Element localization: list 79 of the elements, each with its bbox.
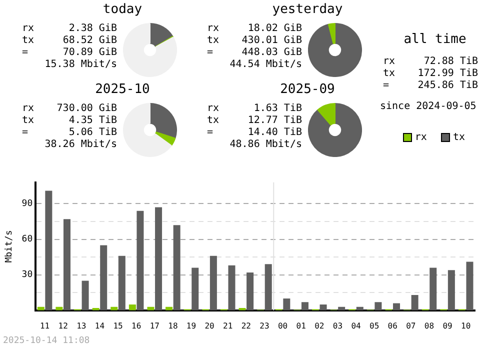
- text: tx 4.35 TiB: [22, 115, 117, 126]
- text: rx 730.00 GiB: [22, 103, 117, 114]
- text: = 5.06 TiB: [22, 127, 117, 138]
- x-tick-label: 23: [260, 321, 270, 330]
- legend-label: rx: [414, 132, 427, 143]
- bar: [118, 256, 126, 310]
- x-tick-label: 00: [278, 321, 288, 330]
- bar: [411, 294, 418, 310]
- y-axis-title: Mbit/s: [4, 230, 15, 263]
- x-tick-label: 04: [351, 321, 361, 330]
- chart-title: today: [102, 2, 144, 17]
- bar: [430, 268, 437, 310]
- x-tick-label: 01: [296, 321, 306, 330]
- x-tick-label: 08: [424, 321, 434, 330]
- x-tick-label: 02: [314, 321, 324, 330]
- text: 44.54 Mbit/s: [230, 59, 302, 71]
- bar: [466, 262, 474, 310]
- bar: [448, 270, 455, 310]
- bar: [246, 272, 254, 310]
- legend-label: tx: [452, 132, 465, 143]
- text: rx 1.63 TiB: [207, 103, 302, 114]
- text: since 2024-09-05: [380, 101, 476, 112]
- y-tick-label: 60: [22, 234, 33, 245]
- text: = 70.89 GiB: [22, 47, 117, 58]
- bar: [264, 264, 272, 310]
- x-tick-label: 10: [461, 321, 471, 330]
- bar: [283, 298, 290, 310]
- bar: [82, 280, 89, 310]
- x-tick-label: 11: [40, 321, 50, 330]
- bar: [155, 207, 162, 310]
- chart-title: 2025-10: [94, 82, 151, 97]
- bar: [173, 225, 180, 310]
- x-tick-label: 18: [168, 321, 178, 330]
- bar: [45, 190, 52, 310]
- text: rx 2.38 GiB: [22, 23, 117, 34]
- text: all time: [402, 32, 468, 47]
- x-tick-label: 07: [406, 321, 416, 330]
- text: 2025-10-14 11:08: [3, 336, 90, 346]
- chart-title: 2025-09: [279, 82, 336, 97]
- text: tx 430.01 GiB: [207, 35, 302, 46]
- bar: [192, 268, 199, 310]
- x-tick-label: 13: [76, 321, 86, 330]
- text: 38.26 Mbit/s: [44, 139, 117, 151]
- text: 15.38 Mbit/s: [44, 59, 117, 71]
- bar: [63, 219, 70, 310]
- bar: [301, 302, 308, 310]
- x-tick-label: 03: [332, 321, 343, 330]
- chart-title: yesterday: [271, 2, 344, 17]
- y-tick-label: 90: [22, 199, 33, 210]
- bar: [393, 303, 400, 310]
- x-tick-label: 19: [186, 321, 196, 330]
- text: = 245.86 TiB: [383, 80, 478, 91]
- x-tick-label: 17: [150, 321, 160, 330]
- x-tick-label: 09: [442, 321, 453, 330]
- x-tick-label: 12: [58, 321, 68, 330]
- bar: [374, 302, 382, 310]
- bar: [228, 265, 236, 310]
- bar: [320, 304, 327, 310]
- text: rx 18.02 GiB: [207, 23, 302, 34]
- x-tick-label: 21: [223, 321, 233, 330]
- text: 48.86 Mbit/s: [230, 139, 302, 151]
- x-tick-label: 15: [113, 321, 124, 330]
- x-tick-label: 16: [132, 321, 142, 330]
- x-tick-label: 22: [241, 321, 252, 330]
- text: tx 12.77 TiB: [207, 115, 302, 126]
- bar: [136, 210, 144, 310]
- text: tx 172.99 TiB: [383, 68, 478, 79]
- x-tick-label: 20: [204, 321, 215, 330]
- text: tx 68.52 GiB: [22, 35, 117, 46]
- bar: [128, 304, 136, 310]
- x-tick-label: 14: [94, 321, 105, 330]
- y-tick-label: 30: [22, 270, 33, 280]
- text: rx 72.88 TiB: [383, 56, 478, 67]
- x-tick-label: 05: [369, 321, 380, 330]
- bar: [100, 245, 108, 310]
- bar: [210, 256, 217, 310]
- x-tick-label: 06: [388, 321, 398, 330]
- text: = 14.40 TiB: [207, 127, 302, 138]
- text: = 448.03 GiB: [207, 47, 302, 58]
